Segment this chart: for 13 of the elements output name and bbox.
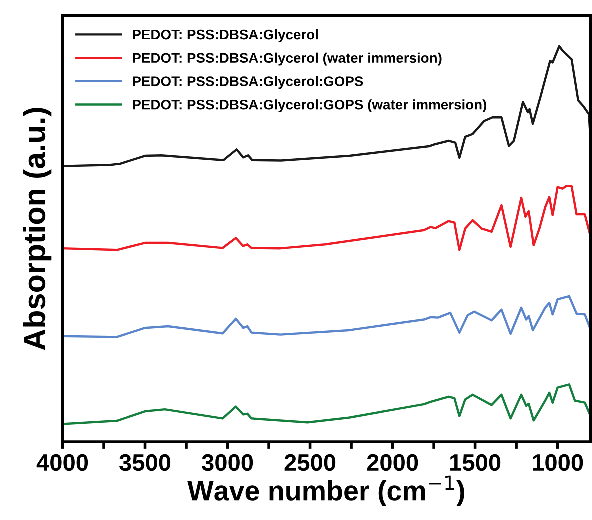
x-tick-label: 3000	[202, 454, 254, 472]
x-tick-label: 2500	[284, 454, 336, 472]
x-axis-title: Wave number (cm$^{−1}$)	[188, 476, 464, 506]
x-tick-label: 3500	[120, 454, 171, 472]
legend-label: PEDOT: PSS:DBSA:Glycerol (water immersion)	[133, 52, 442, 66]
legend-label: PEDOT: PSS:DBSA:Glycerol:GOPS	[133, 76, 364, 90]
x-tick-label: 4000	[36, 454, 88, 472]
x-tick-label: 1000	[533, 454, 584, 472]
legend-label: PEDOT: PSS:DBSA:Glycerol:GOPS (water immersion)	[133, 100, 487, 113]
y-axis-title: Absorption (a.u.)	[23, 108, 52, 350]
x-tick-label: 1500	[450, 454, 501, 472]
legend-label: PEDOT: PSS:DBSA:Glycerol	[133, 29, 318, 42]
x-tick-label: 2000	[367, 454, 418, 472]
